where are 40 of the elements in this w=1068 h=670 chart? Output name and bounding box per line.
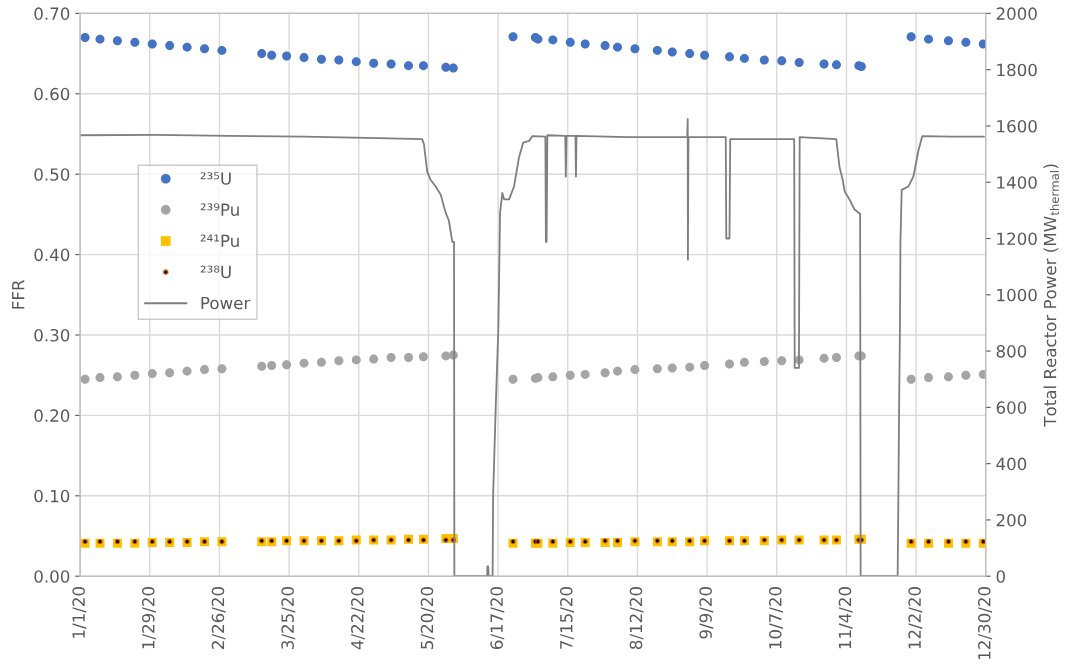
x-tick-label: 11/4/20: [838, 587, 853, 649]
legend-label: ²³⁵U: [200, 172, 231, 185]
y2-tick-label: 600: [996, 401, 1027, 414]
y2-tick-label: 800: [996, 345, 1027, 358]
y2-tick-label: 1800: [997, 63, 1037, 77]
x-tick-label: 8/12/20: [629, 587, 644, 650]
legend-label: ²³⁹Pu: [200, 203, 239, 216]
x-tick-label: 3/25/20: [281, 587, 296, 649]
y-tick-label: 0.00: [34, 570, 70, 583]
x-tick-label: 6/17/20: [490, 587, 505, 650]
y-tick-label: 0.10: [34, 489, 70, 503]
y-tick-label: 0.30: [34, 328, 70, 342]
x-tick-label: 5/20/20: [420, 587, 435, 649]
x-tick-label: 12/30/20: [977, 587, 992, 659]
y2-tick-label: 400: [996, 457, 1027, 471]
y2-axis-title: Total Reactor Power (MW$_{thermal}$): [1043, 164, 1060, 427]
y2-tick-label: 2000: [996, 7, 1037, 20]
x-tick-label: 1/29/20: [142, 587, 156, 649]
y2-tick-label: 1200: [997, 232, 1037, 246]
x-tick-label: 2/26/20: [211, 587, 226, 649]
y-tick-label: 0.20: [34, 409, 70, 422]
y2-tick-label: 1000: [997, 288, 1037, 302]
x-tick-label: 1/1/20: [72, 587, 87, 638]
y-tick-label: 0.70: [34, 7, 70, 20]
legend-label: ²³⁸U: [200, 265, 231, 279]
legend-label: Power: [201, 296, 251, 310]
y-tick-label: 0.40: [34, 248, 70, 262]
y-tick-label: 0.60: [34, 87, 70, 101]
y-tick-label: 0.50: [34, 168, 70, 181]
legend-label: ²⁴¹Pu: [200, 234, 239, 248]
y2-tick-label: 1600: [997, 119, 1037, 133]
y2-tick-label: 0: [996, 570, 1005, 583]
x-tick-label: 12/2/20: [908, 587, 923, 649]
x-tick-label: 4/22/20: [350, 587, 365, 650]
y2-tick-label: 1400: [997, 176, 1037, 189]
x-tick-label: 9/9/20: [699, 587, 714, 639]
y-axis-title: FFR: [12, 279, 25, 309]
x-tick-label: 7/15/20: [559, 587, 574, 649]
y2-tick-label: 200: [996, 513, 1027, 527]
x-tick-label: 10/7/20: [768, 587, 783, 649]
